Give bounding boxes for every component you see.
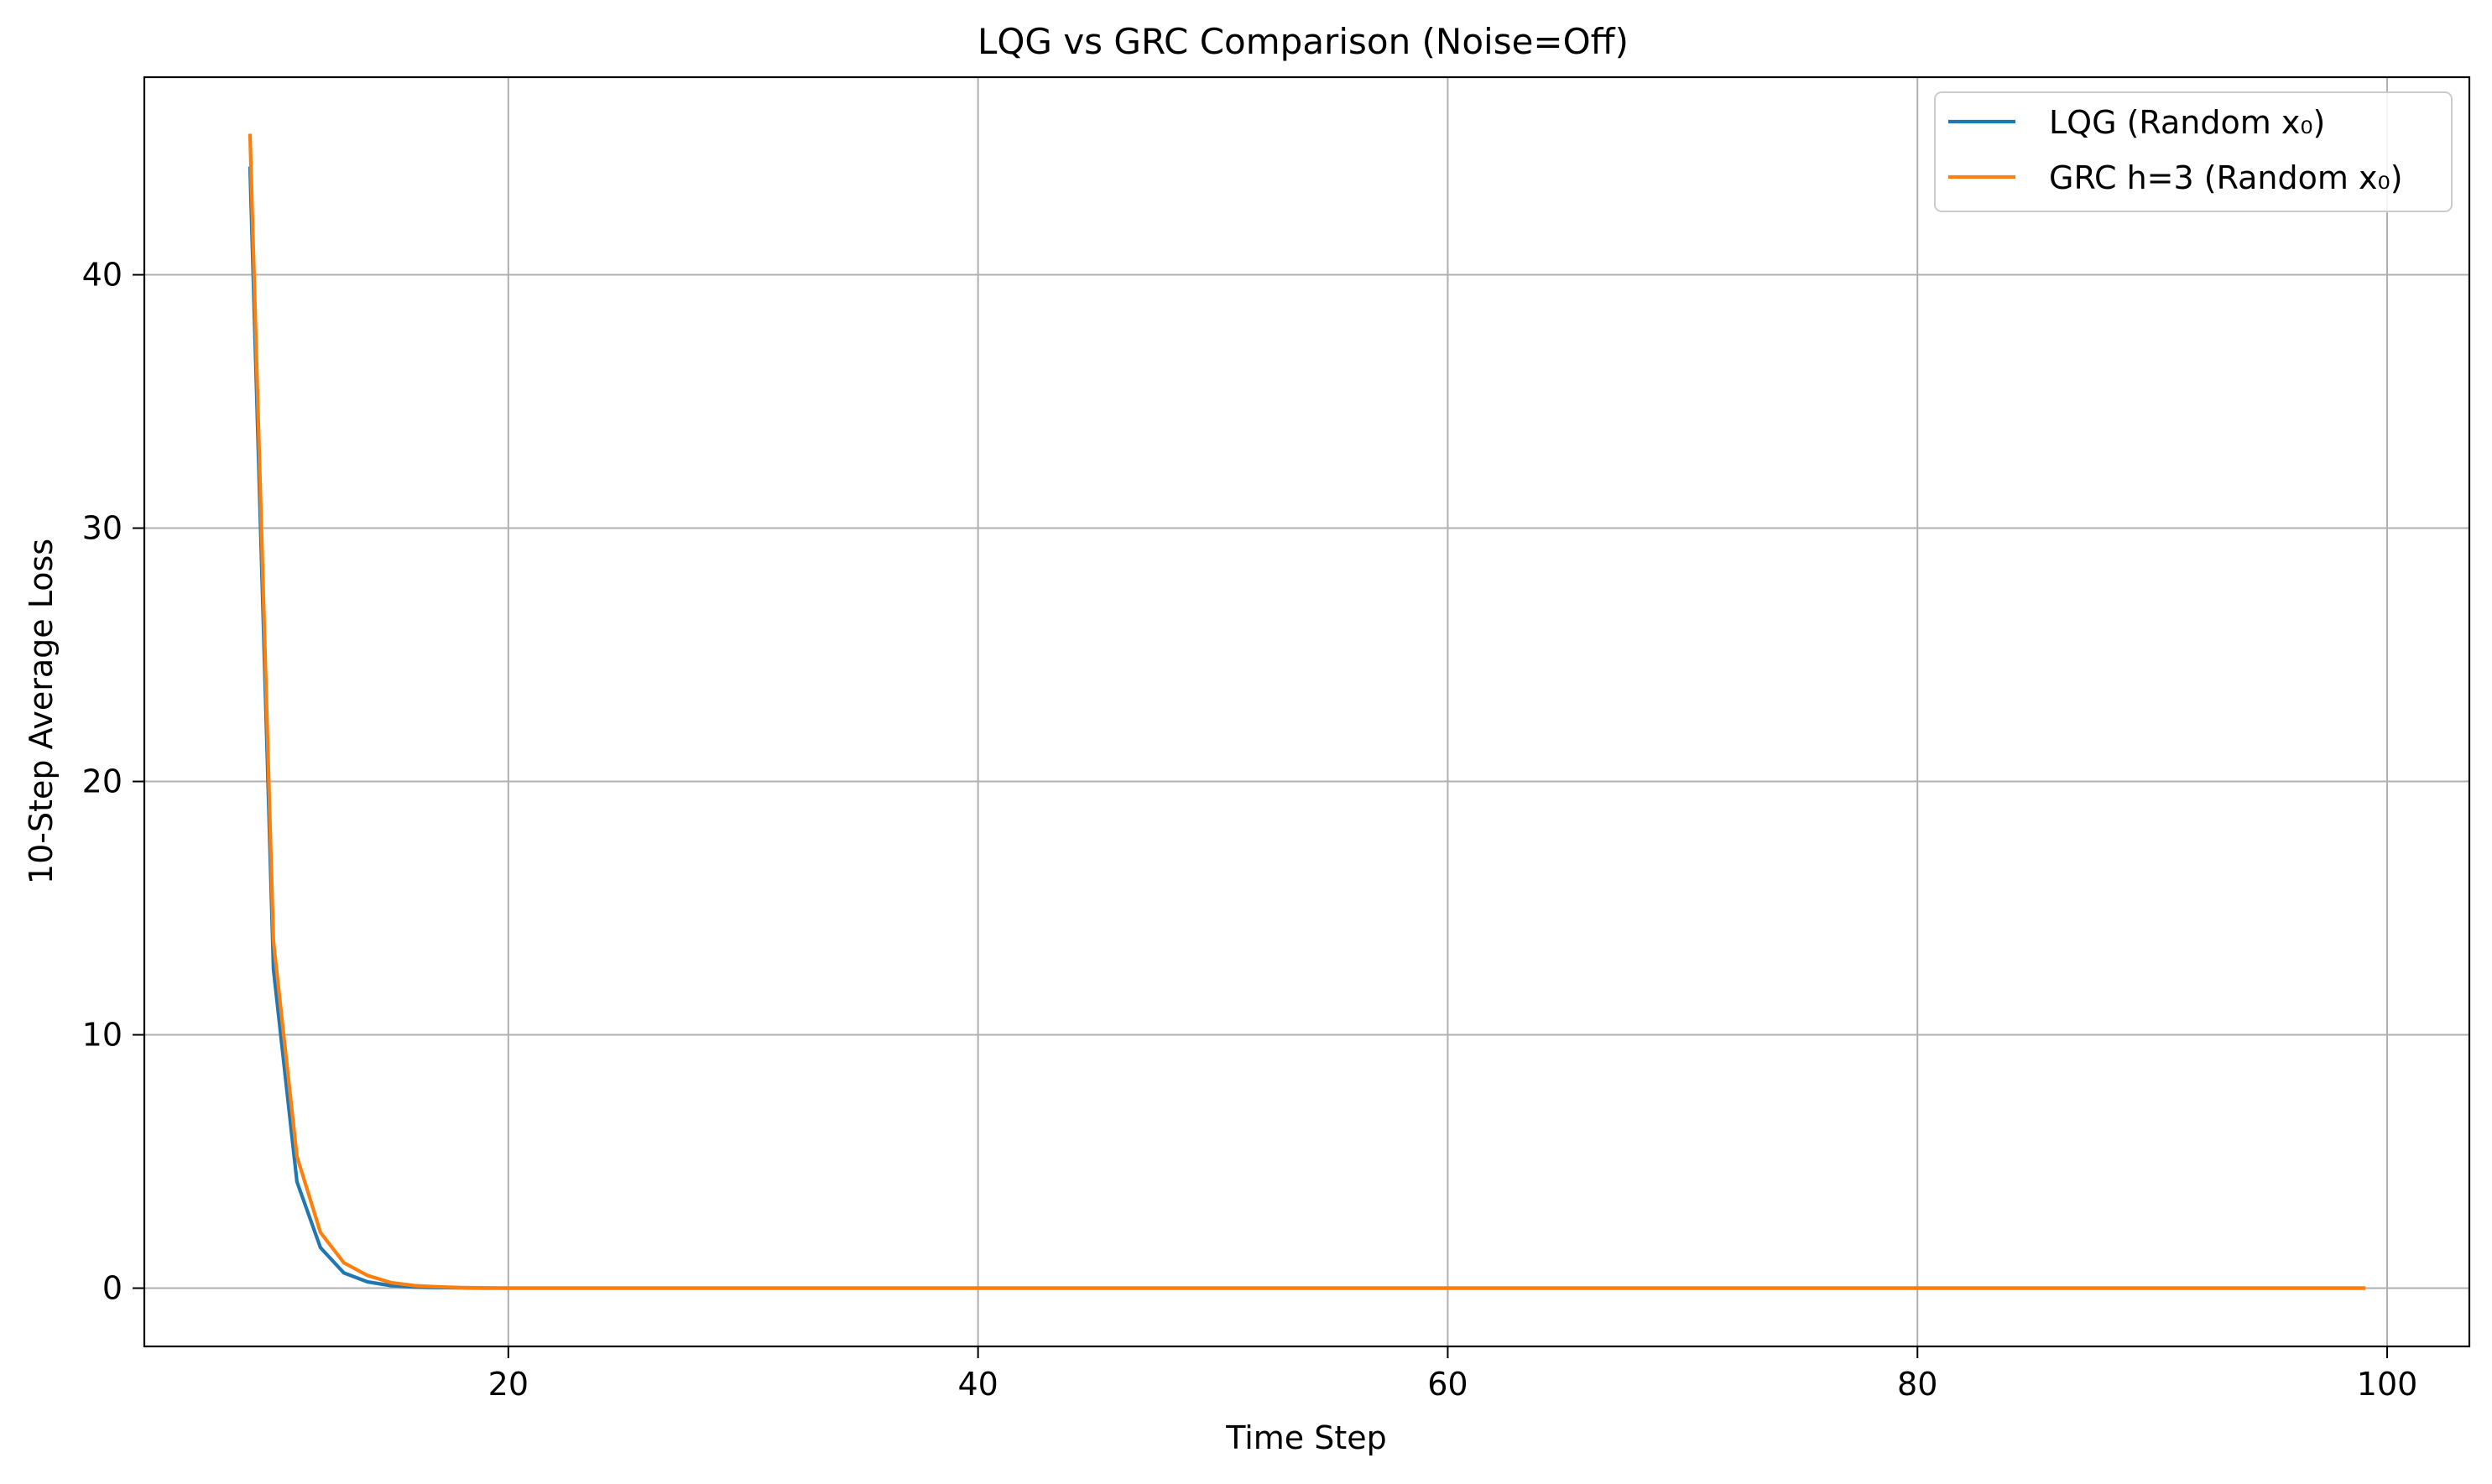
x-tick-label: 100 [2357,1366,2418,1403]
legend: LQG (Random x₀) GRC h=3 (Random x₀) [1934,91,2453,212]
y-tick-label: 20 [82,763,123,800]
x-tick-label: 60 [1427,1366,1468,1403]
y-tick-label: 10 [82,1017,123,1054]
plot-frame [143,76,2471,1348]
y-axis-label: 10-Step Average Loss [23,539,60,884]
x-tick-label: 40 [957,1366,998,1403]
y-tick-label: 30 [82,510,123,547]
y-tick-label: 0 [102,1270,123,1307]
y-tick-label: 40 [82,257,123,294]
chart-title: LQG vs GRC Comparison (Noise=Off) [978,21,1629,62]
series-lines [248,133,2366,1290]
x-axis: 20 40 60 80 100 [488,1346,2418,1403]
legend-label-grc: GRC h=3 (Random x₀) [2049,159,2403,196]
x-tick-label: 20 [488,1366,529,1403]
x-axis-label: Time Step [1225,1419,1387,1456]
legend-label-lqg: LQG (Random x₀) [2049,104,2325,141]
legend-box [1934,91,2453,212]
series-line-lqg [248,166,2366,1290]
grid-lines [144,77,2469,1346]
x-tick-label: 80 [1897,1366,1937,1403]
y-axis: 0 10 20 30 40 [82,257,144,1307]
series-line-grc [248,133,2366,1290]
